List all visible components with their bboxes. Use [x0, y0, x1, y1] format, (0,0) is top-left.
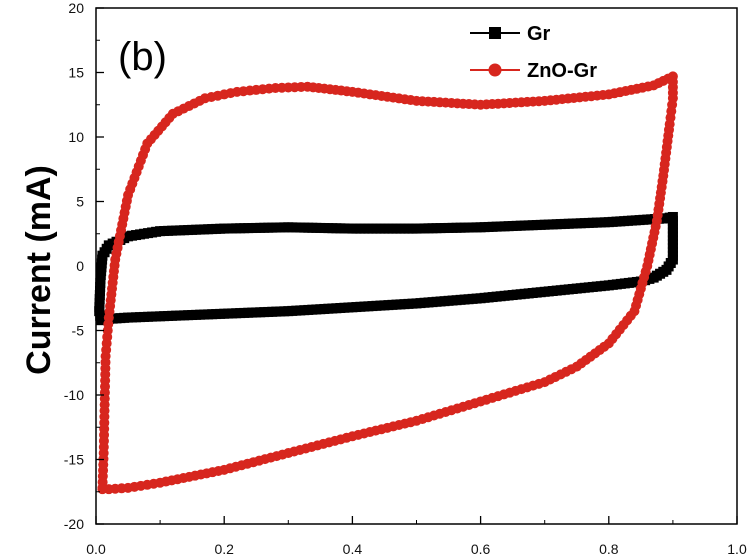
y-tick-label: 10 — [68, 129, 84, 145]
y-tick-label: 20 — [68, 0, 84, 16]
y-tick-label: -10 — [64, 387, 84, 403]
legend-label-gr: Gr — [527, 23, 551, 45]
axes: 0.0 0.2 0.4 0.6 0.8 1.0 -20 -15 -10 -5 0 5 10 15 20 — [64, 0, 747, 557]
series-zno-gr — [97, 71, 678, 495]
legend: Gr ZnO-Gr — [470, 23, 597, 82]
x-tick-label: 0.8 — [599, 541, 619, 557]
y-tick-label: -5 — [72, 323, 85, 339]
x-tick-label: 0.6 — [471, 541, 491, 557]
x-tick-label: 0.4 — [343, 541, 363, 557]
plot-area — [94, 71, 678, 495]
x-tick-label: 0.2 — [214, 541, 234, 557]
legend-marker-zno-gr — [488, 63, 502, 77]
panel-label: (b) — [118, 35, 167, 79]
series-gr — [94, 211, 678, 326]
legend-label-zno-gr: ZnO-Gr — [527, 60, 597, 82]
x-tick-label: 1.0 — [727, 541, 747, 557]
y-tick-label: 0 — [76, 258, 84, 274]
data-point — [95, 310, 106, 321]
y-tick-label: 5 — [76, 194, 84, 210]
y-axis-title: Current (mA) — [20, 165, 58, 375]
y-tick-label: -20 — [64, 516, 84, 532]
y-tick-label: 15 — [68, 65, 84, 81]
y-tick-label: -15 — [64, 452, 84, 468]
data-point — [97, 484, 108, 495]
legend-marker-gr — [489, 27, 501, 39]
x-tick-label: 0.0 — [86, 541, 106, 557]
